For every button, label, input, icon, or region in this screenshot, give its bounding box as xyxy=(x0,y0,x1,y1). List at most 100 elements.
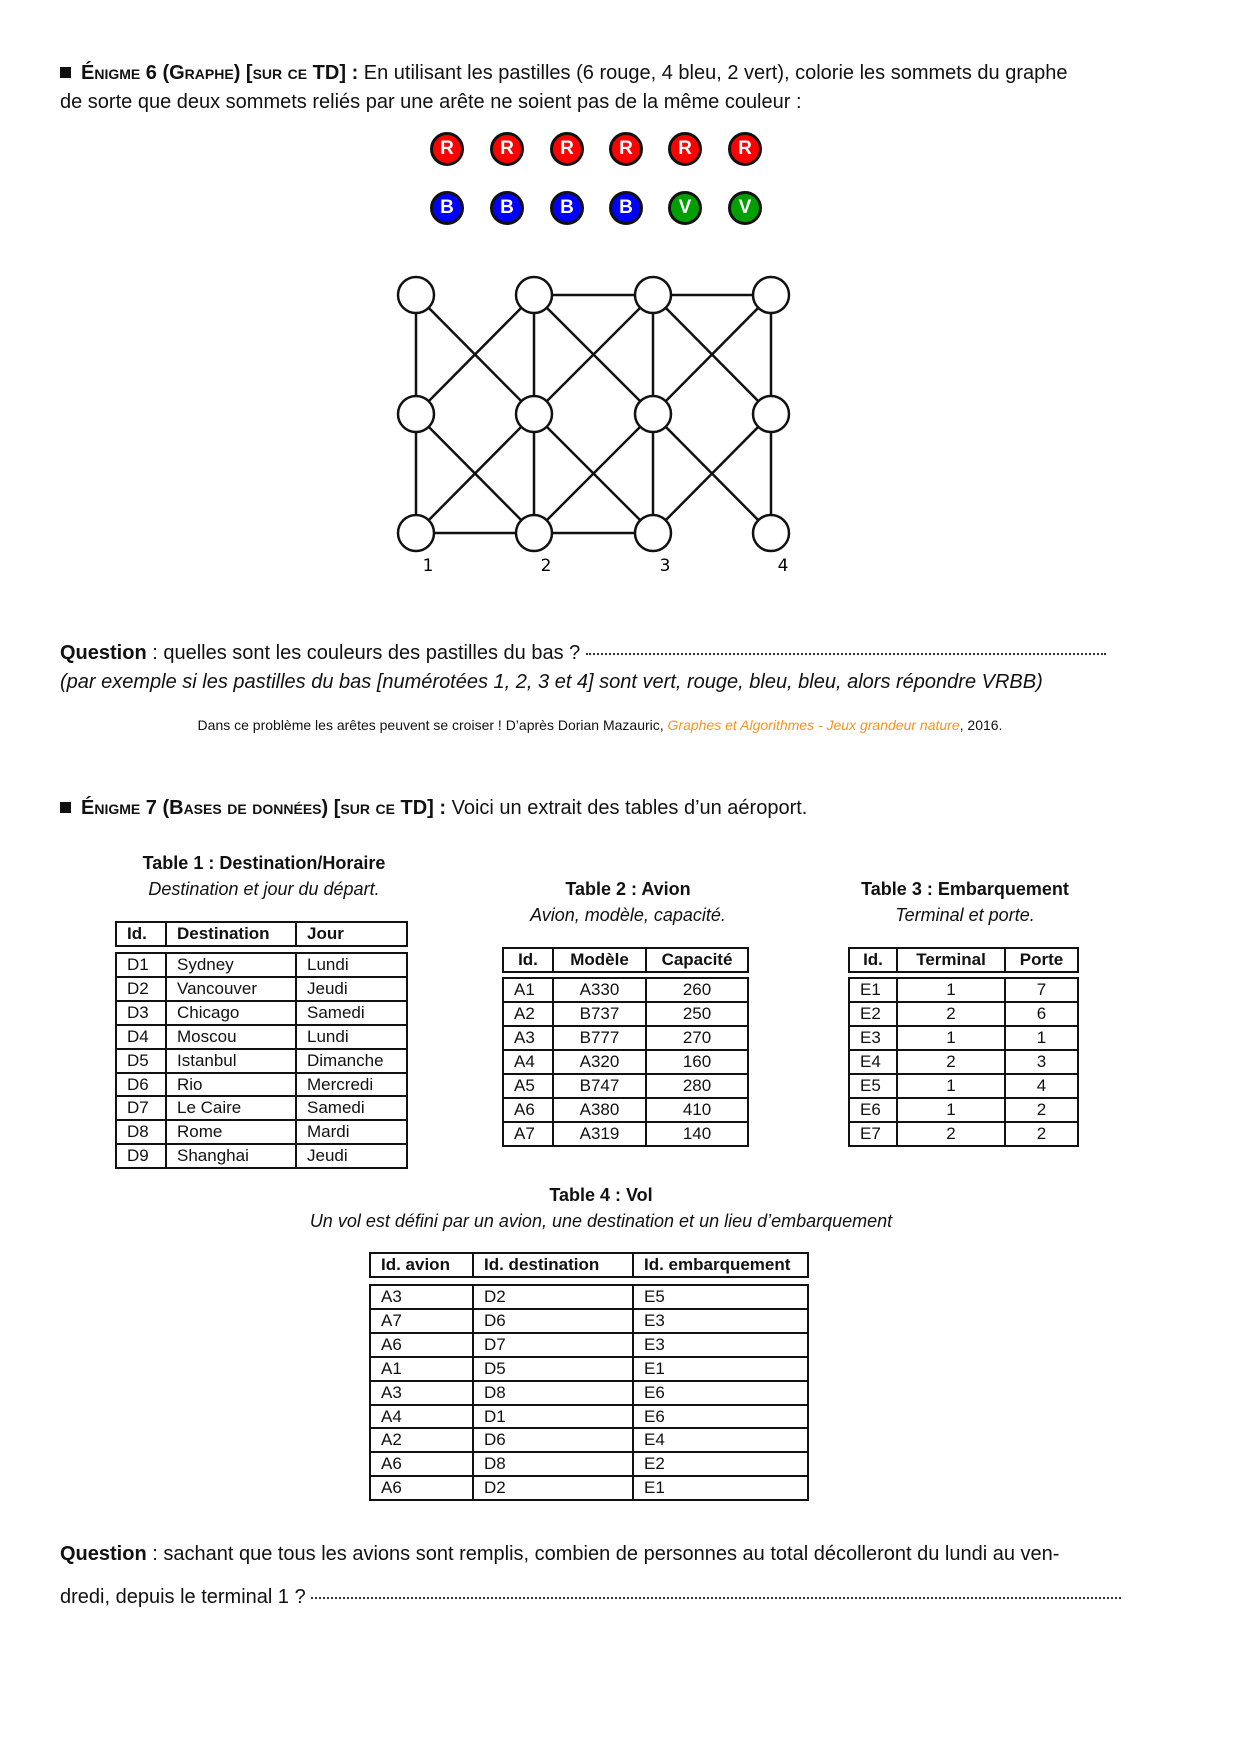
pastille-r[interactable]: R xyxy=(668,132,702,166)
graph-vertex[interactable] xyxy=(514,513,554,553)
table-row: A6 D8 E2 xyxy=(369,1451,809,1478)
table-cell: E3 xyxy=(632,1331,809,1358)
table-row: E7 2 2 xyxy=(848,1121,1079,1147)
pastille-b[interactable]: B xyxy=(550,191,584,225)
table-cell: 1 xyxy=(1004,1025,1079,1051)
table-cell: D5 xyxy=(472,1355,634,1382)
answer-dotted-line[interactable] xyxy=(311,1597,1122,1599)
table-cell: 1 xyxy=(896,1097,1006,1123)
table-row: A6 D2 E1 xyxy=(369,1475,809,1502)
column-header: Terminal xyxy=(896,947,1006,973)
source-note: Dans ce problème les arêtes peuvent se c… xyxy=(198,717,1003,733)
table-cell: D6 xyxy=(472,1427,634,1454)
table-cell: Moscou xyxy=(165,1023,297,1050)
table-cell: 260 xyxy=(645,977,749,1003)
table-row: D8 Rome Mardi xyxy=(115,1119,408,1146)
graph-vertex[interactable] xyxy=(396,513,436,553)
table-row: A1 D5 E1 xyxy=(369,1355,809,1382)
table-cell: A3 xyxy=(369,1379,474,1406)
table-row: D2 Vancouver Jeudi xyxy=(115,975,408,1002)
table4-title: Table 4 : Vol xyxy=(549,1185,653,1205)
table-cell: Mercredi xyxy=(295,1071,408,1098)
table-cell: D8 xyxy=(115,1119,167,1146)
table-cell: A330 xyxy=(552,977,647,1003)
column-header: Capacité xyxy=(645,947,749,973)
table-cell: Mardi xyxy=(295,1119,408,1146)
table-cell: D7 xyxy=(472,1331,634,1358)
column-header: Destination xyxy=(165,921,297,947)
table1-title: Table 1 : Destination/Horaire xyxy=(142,853,386,873)
table1-header: Id. Destination Jour xyxy=(115,921,408,947)
table3-subtitle: Terminal et porte. xyxy=(895,905,1035,925)
table-row: D4 Moscou Lundi xyxy=(115,1023,408,1050)
table-cell: 250 xyxy=(645,1001,749,1027)
table-cell: D8 xyxy=(472,1379,634,1406)
table-cell: Vancouver xyxy=(165,975,297,1002)
table-row: D5 Istanbul Dimanche xyxy=(115,1047,408,1074)
table-cell: Jeudi xyxy=(295,975,408,1002)
graph-vertex[interactable] xyxy=(633,394,673,434)
enigme6-example: (par exemple si les pastilles du bas [nu… xyxy=(60,671,1043,693)
pastille-v[interactable]: V xyxy=(728,191,762,225)
graph-vertex[interactable] xyxy=(751,513,791,553)
graph-vertex[interactable] xyxy=(751,275,791,315)
table-cell: Lundi xyxy=(295,1023,408,1050)
graph-vertex[interactable] xyxy=(396,394,436,434)
column-header: Id. avion xyxy=(369,1252,474,1278)
table-cell: Shanghai xyxy=(165,1143,297,1170)
answer-dotted-line[interactable] xyxy=(585,653,1106,655)
question-label: Question xyxy=(60,642,147,664)
table-cell: D8 xyxy=(472,1451,634,1478)
table-cell: A1 xyxy=(369,1355,474,1382)
table-cell: 270 xyxy=(645,1025,749,1051)
table3-body: E1 1 7 E2 2 6 E3 1 1 E4 2 3 E5 1 4 E6 1 2 E7 2 2 xyxy=(848,977,1079,1147)
table-cell: Rome xyxy=(165,1119,297,1146)
vertex-number-label: 3 xyxy=(660,556,671,576)
pastille-b[interactable]: B xyxy=(490,191,524,225)
pastille-r[interactable]: R xyxy=(609,132,643,166)
graph-vertex[interactable] xyxy=(514,275,554,315)
pastille-r[interactable]: R xyxy=(550,132,584,166)
table-cell: 7 xyxy=(1004,977,1079,1003)
table-row: A4 D1 E6 xyxy=(369,1403,809,1430)
table-cell: 1 xyxy=(896,977,1006,1003)
graph-edge xyxy=(652,294,772,415)
table-row: E2 2 6 xyxy=(848,1001,1079,1027)
table-cell: 1 xyxy=(896,1073,1006,1099)
table-row: A6 A380 410 xyxy=(502,1097,749,1123)
graph-vertex[interactable] xyxy=(751,394,791,434)
column-header: Porte xyxy=(1004,947,1079,973)
graph-vertex[interactable] xyxy=(396,275,436,315)
table-cell: 6 xyxy=(1004,1001,1079,1027)
pastille-r[interactable]: R xyxy=(728,132,762,166)
enigme6-intro-line2: de sorte que deux sommets reliés par une… xyxy=(60,91,802,113)
column-header: Id. destination xyxy=(472,1252,634,1278)
bullet-square-icon xyxy=(60,67,71,78)
pastille-r[interactable]: R xyxy=(490,132,524,166)
source-book-link[interactable]: Graphes et Algorithmes - Jeux grandeur n… xyxy=(667,717,960,733)
table-cell: E1 xyxy=(632,1355,809,1382)
table-cell: 2 xyxy=(1004,1121,1079,1147)
graph-vertex[interactable] xyxy=(633,275,673,315)
table4-subtitle: Un vol est défini par un avion, une dest… xyxy=(309,1211,893,1231)
pastille-b[interactable]: B xyxy=(430,191,464,225)
vertex-number-label: 4 xyxy=(778,556,789,576)
table-cell: E6 xyxy=(632,1379,809,1406)
column-header: Jour xyxy=(295,921,408,947)
pastille-b[interactable]: B xyxy=(609,191,643,225)
enigme7-question-line2: dredi, depuis le terminal 1 ? xyxy=(60,1586,1122,1609)
table-cell: B747 xyxy=(552,1073,647,1099)
table-cell: A320 xyxy=(552,1049,647,1075)
table-cell: D2 xyxy=(472,1475,634,1502)
graph-vertex[interactable] xyxy=(514,394,554,434)
graph-vertex[interactable] xyxy=(633,513,673,553)
table-row: A2 B737 250 xyxy=(502,1001,749,1027)
table-cell: D3 xyxy=(115,999,167,1026)
pastille-r[interactable]: R xyxy=(430,132,464,166)
table-cell: A6 xyxy=(369,1451,474,1478)
table-cell: 3 xyxy=(1004,1049,1079,1075)
table3-title: Table 3 : Embarquement xyxy=(861,879,1069,899)
pastille-v[interactable]: V xyxy=(668,191,702,225)
vertex-number-label: 2 xyxy=(541,556,552,576)
table-row: D1 Sydney Lundi xyxy=(115,952,408,978)
